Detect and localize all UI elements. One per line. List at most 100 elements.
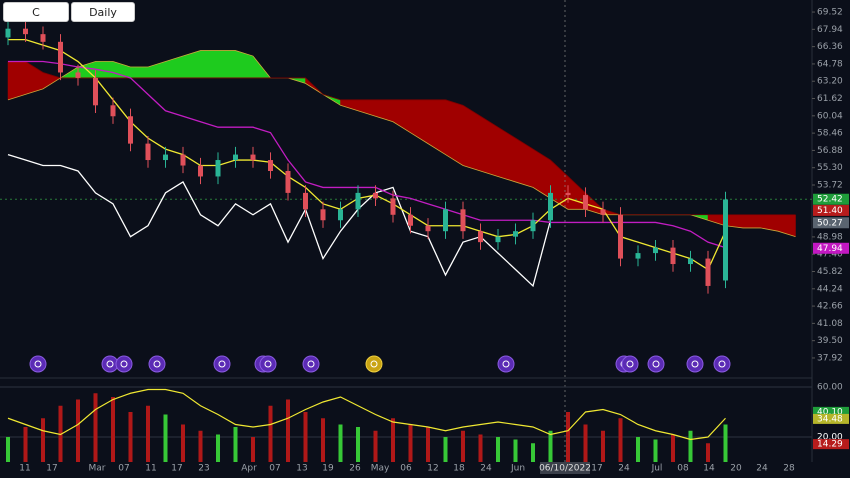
x-tick-label: 11 bbox=[19, 464, 30, 474]
y-tick-label: 60.04 bbox=[817, 111, 843, 121]
event-icon-glyph bbox=[718, 360, 726, 368]
value-tag bbox=[813, 406, 849, 417]
cloud-segment bbox=[200, 50, 219, 79]
candle-body bbox=[688, 258, 693, 265]
y-tick-label: 48.98 bbox=[817, 232, 843, 242]
candle-body bbox=[355, 192, 361, 210]
candle-body bbox=[460, 209, 466, 232]
volume-bar bbox=[356, 427, 360, 462]
volume-bar bbox=[233, 427, 238, 462]
y-tick-label: 45.82 bbox=[817, 267, 843, 277]
candle-body bbox=[565, 192, 571, 196]
volume-bar bbox=[618, 418, 623, 462]
volume-bar bbox=[321, 418, 325, 462]
volume-bar bbox=[408, 424, 413, 462]
x-tick-label: 13 bbox=[296, 464, 307, 474]
volume-bar bbox=[23, 427, 28, 462]
x-tick-label: 17 bbox=[46, 464, 57, 474]
y-tick-label: 44.24 bbox=[817, 284, 843, 294]
event-icon bbox=[302, 355, 320, 373]
x-tick-label: 24 bbox=[480, 464, 492, 474]
candle-body bbox=[268, 160, 273, 171]
event-icon bbox=[647, 355, 665, 373]
volume-bar bbox=[181, 424, 185, 462]
x-tick-label: 11 bbox=[145, 464, 156, 474]
candle-body bbox=[320, 209, 326, 221]
candle-body bbox=[198, 165, 203, 177]
volume-bar bbox=[426, 427, 430, 462]
event-icon-glyph bbox=[120, 360, 128, 368]
event-icon-glyph bbox=[652, 360, 660, 368]
volume-bar bbox=[251, 437, 255, 462]
price-tag bbox=[813, 217, 849, 229]
event-icon bbox=[259, 355, 277, 373]
volume-bar bbox=[548, 430, 553, 462]
candle-body bbox=[338, 209, 343, 221]
price-tag-label: 47.94 bbox=[817, 244, 843, 254]
cloud-segment bbox=[7, 61, 26, 101]
x-tick-label: 19 bbox=[322, 464, 334, 474]
event-icon bbox=[115, 355, 133, 373]
event-icon bbox=[686, 355, 704, 373]
event-icon-glyph bbox=[370, 360, 378, 368]
kijun-line bbox=[8, 60, 726, 249]
candle-body bbox=[128, 116, 133, 144]
value-tag-label: 14.29 bbox=[817, 440, 843, 450]
price-tag-label: 50.27 bbox=[817, 218, 843, 228]
volume-bar bbox=[443, 437, 448, 462]
candle-body bbox=[408, 214, 413, 226]
cloud-segment bbox=[217, 50, 236, 79]
candle-body bbox=[635, 253, 641, 259]
y-tick-label: 60.00 bbox=[817, 383, 843, 393]
x-tick-label: 07 bbox=[118, 464, 129, 474]
candle-body bbox=[443, 209, 448, 232]
candle-body bbox=[233, 154, 238, 161]
x-tick-label: 18 bbox=[453, 464, 465, 474]
volume-bar bbox=[706, 443, 710, 462]
candle-body bbox=[583, 195, 588, 210]
y-tick-label: 63.20 bbox=[817, 77, 843, 87]
candle-body bbox=[653, 247, 658, 254]
volume-bar bbox=[163, 414, 168, 462]
candle-body bbox=[600, 209, 606, 215]
y-tick-label: 39.50 bbox=[817, 336, 843, 346]
candle-body bbox=[618, 214, 623, 259]
y-tick-label: 61.62 bbox=[817, 94, 843, 104]
candle-body bbox=[58, 41, 63, 73]
tenkan-line bbox=[8, 38, 727, 271]
x-tick-label: 06 bbox=[400, 464, 412, 474]
y-tick-label: 66.36 bbox=[817, 42, 843, 52]
volume-bar bbox=[461, 430, 465, 462]
event-icon-glyph bbox=[502, 360, 510, 368]
symbol-button[interactable]: C bbox=[3, 2, 69, 22]
x-tick-label: Jul bbox=[651, 464, 663, 474]
y-tick-label: 69.52 bbox=[817, 8, 843, 18]
event-icon-glyph bbox=[34, 360, 42, 368]
y-tick-label: 56.88 bbox=[817, 146, 843, 156]
event-icon-glyph bbox=[106, 360, 114, 368]
event-icon-glyph bbox=[218, 360, 226, 368]
volume-bar bbox=[531, 443, 535, 462]
event-icon bbox=[713, 355, 731, 373]
candle-body bbox=[250, 154, 256, 161]
event-icon-glyph bbox=[307, 360, 315, 368]
event-icon-glyph bbox=[691, 360, 699, 368]
value-tag bbox=[813, 413, 849, 424]
span-b-line bbox=[8, 61, 796, 216]
volume-bar bbox=[601, 430, 605, 462]
event-icon bbox=[29, 355, 47, 373]
candle-body bbox=[548, 192, 553, 221]
volume-bar bbox=[583, 424, 588, 462]
value-tag-label: 40.10 bbox=[817, 407, 843, 417]
y-tick-label: 42.66 bbox=[817, 302, 843, 312]
candle-body bbox=[478, 231, 483, 243]
volume-bar bbox=[566, 412, 570, 462]
y-tick-label: 58.46 bbox=[817, 129, 843, 139]
lagging-line bbox=[7, 153, 552, 288]
interval-button[interactable]: Daily bbox=[71, 2, 135, 22]
x-tick-label: 26 bbox=[349, 464, 361, 474]
volume-bar bbox=[391, 418, 395, 462]
event-icon-glyph bbox=[153, 360, 161, 368]
volume-bar bbox=[338, 424, 343, 462]
candle-body bbox=[145, 143, 151, 161]
